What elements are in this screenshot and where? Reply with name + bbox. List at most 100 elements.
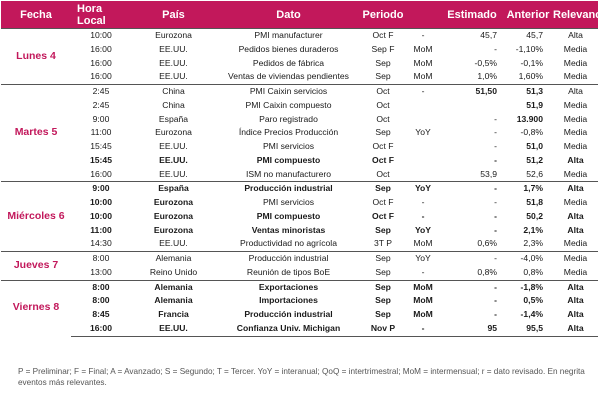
cell-tipo: YoY — [405, 250, 441, 266]
cell-relevancia: Media — [553, 167, 598, 183]
header-relevancia: Relevancia — [553, 1, 600, 29]
header-pais: País — [131, 1, 216, 29]
cell-anterior: 50,2 — [526, 210, 543, 221]
cell-tipo — [405, 99, 441, 113]
cell-tipo: MoM — [405, 279, 441, 295]
table-row: 15:45 EE.UU. PMI compuesto Oct F - 51,2 Alta — [1, 154, 598, 168]
cell-pais: EE.UU. — [159, 154, 188, 165]
cell-estimado: - — [494, 295, 497, 306]
cell-relevancia: Media — [563, 197, 588, 207]
cell-relevancia: Media — [553, 70, 598, 86]
cell-tipo — [405, 113, 441, 127]
cell-periodo: Sep — [375, 295, 391, 306]
cell-pais: China — [131, 83, 216, 99]
cell-anterior: 95,5 — [503, 321, 553, 337]
cell-tipo: MoM — [405, 70, 441, 86]
cell-relevancia: Alta — [553, 27, 598, 43]
cell-tipo: YoY — [405, 181, 441, 196]
cell-relevancia: Alta — [553, 279, 598, 295]
cell-pais: España — [158, 113, 189, 124]
cell-anterior: 51,2 — [526, 154, 543, 165]
cell-anterior: 52,6 — [503, 167, 553, 183]
cell-estimado: 0,6% — [441, 237, 503, 253]
cell-hora: 8:00 — [92, 295, 110, 306]
cell-periodo: Oct — [361, 83, 405, 99]
cell-hora: 16:00 — [71, 70, 131, 86]
cell-hora: 15:45 — [90, 141, 112, 151]
table-row: 9:00 España Paro registrado Oct - 13.900 Media — [1, 113, 598, 127]
cell-dato: Producción industrial — [216, 250, 361, 266]
day-label: Lunes 4 — [1, 28, 71, 85]
cell-anterior: 45,7 — [503, 27, 553, 43]
cell-periodo: Oct F — [372, 141, 394, 151]
cell-dato: PMI compuesto — [256, 154, 321, 165]
cell-hora: 9:00 — [92, 113, 110, 124]
cell-tipo: MoM — [413, 309, 433, 319]
cell-dato: PMI servicios — [262, 141, 315, 151]
calendar-body: Lunes 4 10:00 Eurozona PMI manufacturer Oct … — [1, 27, 598, 337]
cell-periodo: Sep — [361, 265, 405, 281]
cell-relevancia: Media — [553, 265, 598, 281]
cell-anterior: 1,7% — [503, 181, 553, 196]
cell-tipo: YoY — [414, 224, 432, 235]
cell-pais: Eurozona — [153, 197, 194, 207]
table-row: 16:00 EE.UU. Pedidos bienes duraderos Sep F… — [1, 43, 598, 57]
cell-tipo: MoM — [413, 295, 433, 306]
cell-tipo: - — [405, 265, 441, 281]
cell-hora: 2:45 — [71, 83, 131, 99]
cell-pais: EE.UU. — [131, 167, 216, 183]
cell-estimado: - — [441, 279, 503, 295]
cell-hora: 9:00 — [71, 181, 131, 196]
calendar-table: Fecha Hora Local País Dato Periodo Estim… — [1, 1, 600, 337]
cell-hora: 16:00 — [71, 167, 131, 183]
table-row: Miércoles 6 9:00 España Producción industri… — [1, 181, 598, 252]
cell-dato: Importaciones — [259, 295, 318, 306]
cell-anterior: -1,8% — [503, 279, 553, 295]
cell-anterior: 0,8% — [503, 265, 553, 281]
cell-anterior: -0,8% — [520, 127, 543, 138]
cell-hora: 15:45 — [90, 154, 112, 165]
cell-relevancia: Alta — [567, 210, 584, 221]
cell-periodo: Sep — [361, 279, 405, 295]
header-hora: Hora Local — [71, 1, 131, 29]
cell-estimado: -0,5% — [474, 57, 497, 68]
cell-dato: PMI servicios — [262, 197, 315, 207]
cell-estimado: - — [494, 224, 497, 235]
cell-dato: Índice Precios Producción — [238, 127, 339, 138]
cell-pais: Eurozona — [131, 27, 216, 43]
cell-periodo: Sep — [361, 70, 405, 86]
cell-hora: 8:45 — [92, 309, 110, 319]
table-row: 11:00 Eurozona Ventas minoristas Sep YoY - 2,1… — [1, 224, 598, 238]
cell-hora: 8:00 — [71, 250, 131, 266]
cell-estimado: - — [494, 113, 497, 124]
cell-dato: Ventas de viviendas pendientes — [216, 70, 361, 86]
cell-periodo: Oct F — [372, 210, 394, 221]
cell-dato: Pedidos bienes duraderos — [238, 43, 339, 54]
cell-estimado: 45,7 — [441, 27, 503, 43]
cell-periodo: Oct — [376, 99, 390, 110]
cell-estimado: 51,50 — [441, 83, 503, 99]
cell-anterior: 2,1% — [523, 224, 543, 235]
cell-periodo: Nov P — [361, 321, 405, 337]
cell-relevancia: Media — [563, 141, 588, 151]
cell-hora: 2:45 — [92, 99, 110, 110]
cell-hora: 16:00 — [90, 43, 112, 54]
cell-periodo: Sep — [375, 224, 391, 235]
cell-relevancia: Alta — [567, 295, 584, 306]
cell-dato: Paro registrado — [259, 113, 318, 124]
cell-periodo: Sep F — [371, 43, 395, 54]
cell-estimado: 53,9 — [441, 167, 503, 183]
cell-hora: 16:00 — [90, 57, 112, 68]
cell-pais: Alemania — [131, 279, 216, 295]
cell-pais: Alemania — [131, 250, 216, 266]
cell-periodo: Sep — [375, 127, 391, 138]
table-row: 2:45 China PMI Caixin compuesto Oct 51,9 Medi… — [1, 99, 598, 113]
cell-pais: EE.UU. — [131, 70, 216, 86]
cell-dato: PMI manufacturer — [216, 27, 361, 43]
cell-hora: 10:00 — [90, 197, 112, 207]
cell-relevancia: Alta — [553, 83, 598, 99]
cell-dato: Producción industrial — [244, 309, 333, 319]
cell-tipo: - — [421, 210, 425, 221]
cell-hora: 11:00 — [90, 224, 112, 235]
header-blank — [405, 1, 441, 29]
